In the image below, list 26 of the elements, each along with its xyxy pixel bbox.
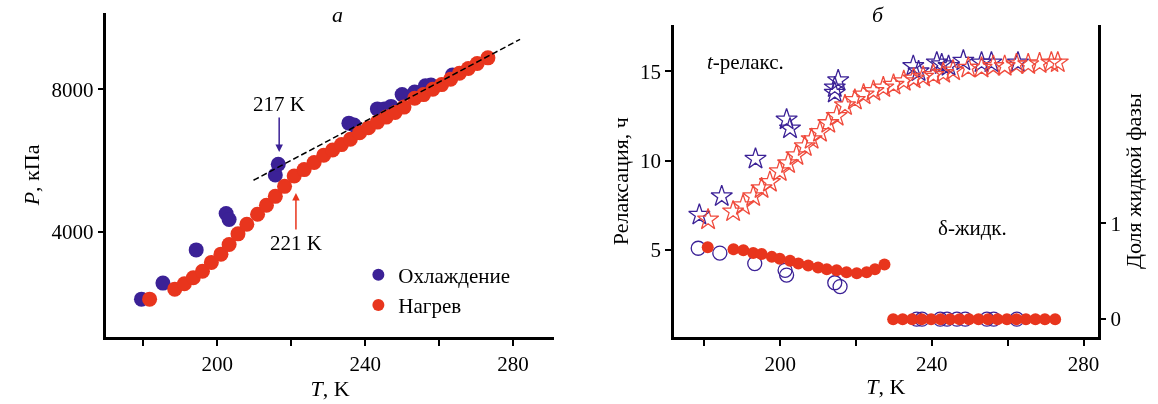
chart-title: б <box>872 2 884 27</box>
annotation: δ-жидк. <box>938 216 1007 240</box>
x-axis-title: T, K <box>310 376 350 402</box>
y-tick-label: 10 <box>640 149 661 174</box>
y2-tick-label: 0 <box>1110 307 1122 332</box>
y-tick-label: 5 <box>650 238 661 263</box>
legend-label: Охлаждение <box>398 263 511 288</box>
y2-tick-label: 1 <box>1110 211 1122 236</box>
y-tick-label: 4000 <box>51 220 94 245</box>
y-axis-title: Релаксация, ч <box>607 117 633 246</box>
x-tick-label: 240 <box>349 352 381 377</box>
x-axis-title: T, K <box>866 374 906 400</box>
y-axis-title: P, кПа <box>19 144 45 207</box>
y-tick-label: 15 <box>640 59 661 84</box>
x-tick-label: 200 <box>201 352 234 377</box>
y2-axis-title: Доля жидкой фазы <box>1121 93 1147 270</box>
chart-title: а <box>332 2 343 27</box>
x-tick-label: 280 <box>497 352 529 377</box>
x-tick-label: 280 <box>1067 352 1100 377</box>
annotation: 217 K <box>253 92 305 116</box>
legend-label: Нагрев <box>398 294 462 319</box>
x-tick-label: 200 <box>764 352 796 377</box>
x-tick-label: 240 <box>916 352 948 377</box>
y-tick-label: 8000 <box>51 77 94 102</box>
annotation: 221 K <box>270 231 322 255</box>
annotation: t-релакс. <box>707 50 784 74</box>
